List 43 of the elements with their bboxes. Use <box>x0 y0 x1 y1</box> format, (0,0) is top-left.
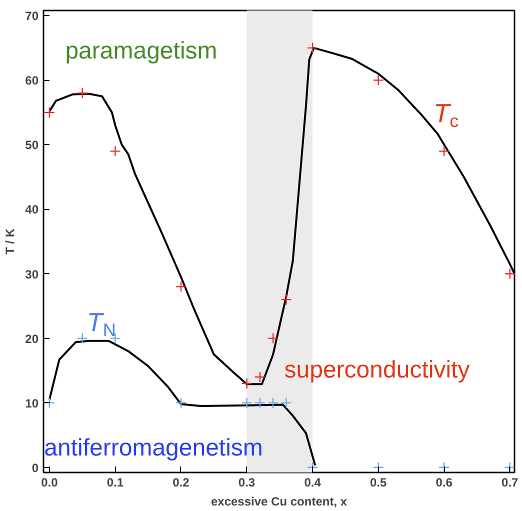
point <box>175 397 187 408</box>
y-tick-label: 0 <box>32 460 39 475</box>
annotation: superconductivity <box>284 356 470 384</box>
x-tick-label: 0.5 <box>370 476 387 490</box>
x-tick-label: 0.2 <box>172 476 190 490</box>
point <box>110 146 121 157</box>
point <box>438 462 450 472</box>
point <box>504 268 514 280</box>
x-tick-label: 0.7 <box>502 476 519 490</box>
point <box>280 294 292 306</box>
x-axis-title: excessive Cu content, x <box>210 494 348 508</box>
point <box>44 397 56 408</box>
point <box>372 462 384 472</box>
point <box>306 42 318 54</box>
y-tick-label: 20 <box>25 332 39 346</box>
x-tick-label: 0.4 <box>304 476 322 490</box>
point <box>76 332 88 344</box>
point <box>267 332 279 344</box>
point <box>280 397 292 408</box>
point <box>241 378 252 390</box>
x-tick-label: 0.3 <box>238 476 256 490</box>
x-tick-label: 0.1 <box>106 476 124 490</box>
y-tick-label: 40 <box>25 202 39 217</box>
y-tick-label: 70 <box>25 9 39 24</box>
y-tick-label: 50 <box>25 138 39 152</box>
point <box>254 397 266 408</box>
point <box>175 281 187 292</box>
y-tick-label: 30 <box>25 267 39 282</box>
x-tick-label: 0.6 <box>436 476 453 490</box>
x-tick-label: 0.0 <box>41 476 58 490</box>
point <box>504 462 514 472</box>
point <box>372 74 384 86</box>
y-axis-title: T / K <box>3 228 18 254</box>
annotation: paramagetism <box>65 38 218 65</box>
y-tick-label: 10 <box>25 396 39 410</box>
point <box>241 397 252 408</box>
y-tick-label: 60 <box>25 74 39 88</box>
point <box>254 371 266 383</box>
point <box>76 87 88 99</box>
point <box>267 397 279 408</box>
point <box>438 146 450 157</box>
point <box>44 106 56 118</box>
annotation: antiferromagenetism <box>44 434 263 462</box>
